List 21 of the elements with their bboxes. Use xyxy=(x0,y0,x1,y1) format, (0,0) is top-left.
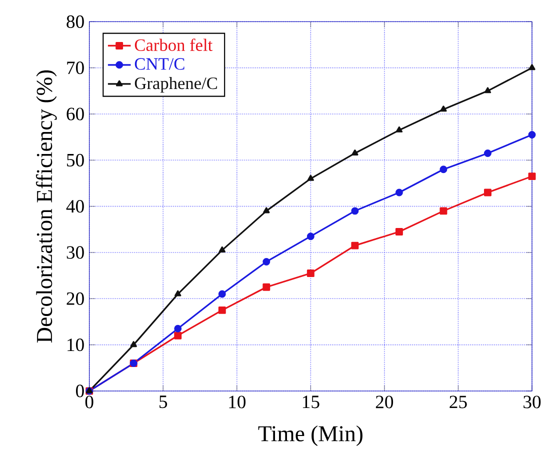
x-tick-label: 25 xyxy=(450,396,467,408)
legend-label: Graphene/C xyxy=(134,76,217,93)
x-tick-label: 30 xyxy=(524,396,541,408)
y-tick-label: 30 xyxy=(66,246,84,259)
x-tick-label: 5 xyxy=(160,396,168,408)
x-tick-label: 0 xyxy=(85,396,94,408)
y-tick-label: 70 xyxy=(67,62,84,74)
legend-label: Carbon felt xyxy=(134,38,213,51)
x-tick-label: 20 xyxy=(376,396,394,408)
legend-label: CNT/C xyxy=(134,58,184,70)
y-tick-label: 80 xyxy=(66,15,84,28)
x-axis-title: Time (Min) xyxy=(258,425,362,446)
y-tick-label: 10 xyxy=(68,338,84,352)
y-axis-title: Decolorization Efficiency (%) xyxy=(36,70,57,343)
y-tick-label: 0 xyxy=(76,384,84,398)
y-tick-label: 50 xyxy=(67,154,84,166)
x-tick-label: 10 xyxy=(229,396,246,408)
y-tick-label: 40 xyxy=(66,200,84,213)
x-tick-label: 15 xyxy=(302,396,320,408)
y-tick-label: 20 xyxy=(66,292,84,305)
y-tick-label: 60 xyxy=(66,108,84,120)
